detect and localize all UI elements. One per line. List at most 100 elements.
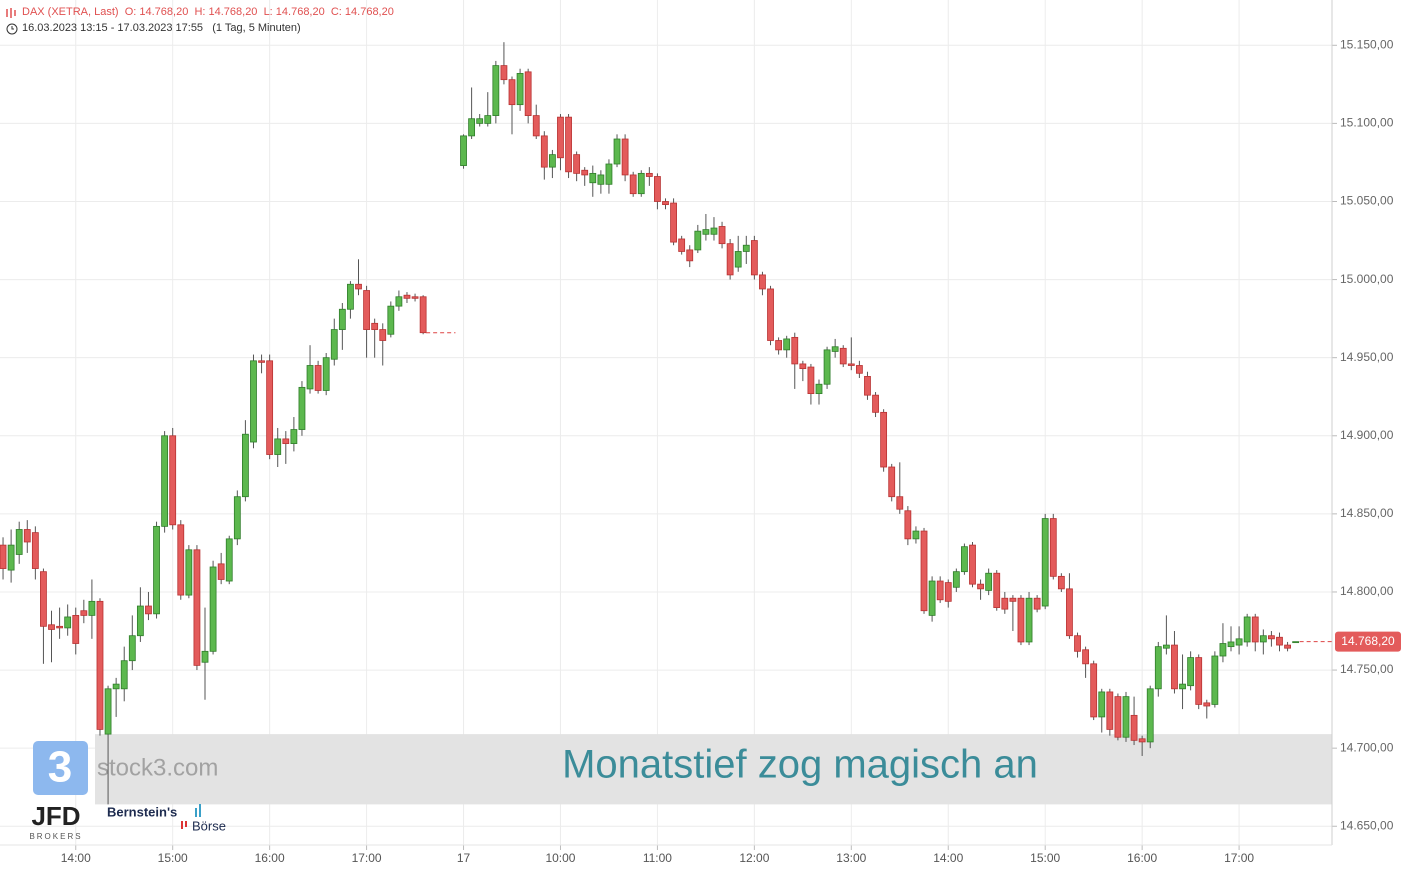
candle-body — [589, 172, 597, 184]
candle-body — [920, 530, 928, 612]
candle-body — [532, 115, 540, 137]
candle-body — [807, 366, 815, 395]
header-range: 16.03.2023 13:15 - 17.03.2023 17:55 — [22, 22, 204, 34]
y-tick-label: 14.800,00 — [1340, 584, 1394, 598]
header-title: DAX (XETRA, Last) — [22, 6, 119, 18]
candle-body — [88, 600, 96, 616]
logo-icon: 3 — [48, 743, 72, 792]
candle-body — [605, 163, 613, 185]
x-tick-label: 14:00 — [933, 851, 963, 865]
x-tick-label: 17:00 — [352, 851, 382, 865]
candle-body — [338, 308, 346, 330]
candle-body — [1114, 696, 1122, 738]
candle-body — [153, 525, 160, 615]
candle-body — [855, 365, 863, 374]
candle-body — [1171, 644, 1178, 690]
candle-body — [1025, 597, 1033, 643]
candle-body — [1179, 683, 1186, 690]
candle-body — [977, 583, 984, 590]
candle-body — [645, 172, 653, 177]
candle-body — [1017, 597, 1025, 643]
y-tick-label: 14.700,00 — [1340, 740, 1394, 754]
header-interval: (1 Tag, 5 Minuten) — [212, 22, 301, 34]
candle-body — [347, 283, 354, 310]
candle-body — [1276, 636, 1283, 646]
candle-body — [1154, 646, 1162, 690]
candle-body — [460, 135, 467, 166]
y-tick-label: 15.150,00 — [1340, 37, 1394, 51]
logo-partner-sub: Börse — [192, 818, 226, 833]
logo-partner: Bernstein's — [107, 804, 177, 819]
candle-body — [266, 360, 274, 455]
candle-body — [928, 580, 936, 616]
candle-body — [961, 546, 968, 573]
candle-body — [686, 249, 694, 262]
candle-body — [104, 688, 112, 735]
candle-body — [15, 529, 23, 555]
candle-body — [177, 524, 185, 596]
header-stat: O: 14.768,20 — [124, 6, 189, 18]
candle-body — [831, 346, 839, 352]
header-line: 16.03.2023 13:15 - 17.03.2023 17:55 (1 T… — [22, 22, 301, 34]
candle-body — [411, 296, 419, 299]
candle-body — [500, 65, 508, 81]
y-tick-label: 15.000,00 — [1340, 272, 1394, 286]
x-tick-label: 15:00 — [1030, 851, 1060, 865]
candle-body — [80, 610, 88, 616]
last-price-label: 14.768,20 — [1341, 634, 1395, 648]
candle-body — [379, 329, 387, 341]
candle-body — [322, 357, 330, 391]
candle-body — [112, 683, 120, 690]
candle-body — [573, 154, 581, 174]
candle-body — [516, 73, 524, 106]
candle-body — [1066, 588, 1073, 637]
candle-body — [395, 296, 403, 307]
x-tick-label: 15:00 — [158, 851, 188, 865]
candle-body — [419, 296, 427, 334]
candle-body — [1211, 655, 1219, 705]
candle-body — [1130, 714, 1138, 741]
y-tick-label: 14.750,00 — [1340, 662, 1394, 676]
candle-body — [217, 563, 225, 580]
candle-body — [1251, 616, 1259, 643]
candle-body — [1009, 597, 1017, 602]
candle-body — [258, 360, 265, 363]
candle-body — [1106, 691, 1114, 730]
candle-body — [823, 349, 831, 385]
candle-body — [1001, 597, 1009, 610]
candle-body — [742, 244, 750, 252]
candle-body — [1162, 644, 1170, 649]
candle-body — [0, 544, 7, 569]
candle-body — [1284, 644, 1291, 649]
candle-body — [767, 288, 774, 341]
candle-body — [783, 338, 791, 351]
candle-body — [847, 363, 855, 366]
candle-body — [670, 202, 677, 243]
candle-body — [799, 363, 807, 370]
candle-body — [64, 616, 72, 629]
y-tick-label: 15.050,00 — [1340, 194, 1394, 208]
candle-body — [750, 240, 758, 276]
candle-body — [565, 116, 572, 173]
x-tick-label: 10:00 — [545, 851, 575, 865]
candle-body — [161, 435, 169, 527]
y-tick-label: 14.950,00 — [1340, 350, 1394, 364]
candle-body — [1090, 663, 1098, 718]
candle-body — [484, 115, 492, 124]
candle-body — [1243, 616, 1251, 643]
candle-body — [993, 572, 1001, 608]
candle-body — [775, 340, 783, 351]
candle-body — [274, 438, 282, 455]
candle-body — [557, 116, 564, 159]
candle-body — [548, 154, 556, 168]
candles-layer: 14.768,20 — [0, 42, 1401, 805]
candle-body — [815, 383, 823, 395]
candle-body — [1195, 657, 1203, 705]
candle-body — [734, 251, 742, 268]
candle-body — [1203, 702, 1211, 707]
candle-body — [371, 322, 379, 330]
candle-body — [597, 174, 605, 185]
candle-body — [694, 230, 702, 251]
candle-body — [48, 624, 55, 630]
